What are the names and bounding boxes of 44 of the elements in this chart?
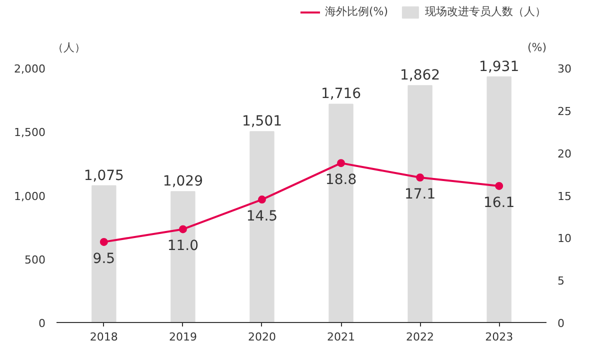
y2-axis-title: (%) — [527, 41, 547, 54]
data-label: 1,075 — [84, 168, 124, 184]
bar — [486, 76, 512, 322]
y-tick-label: 1,500 — [14, 126, 46, 140]
x-tick-label: 2018 — [90, 330, 118, 344]
data-label: 17.1 — [404, 186, 436, 202]
point — [100, 238, 108, 246]
x-tick-label: 2019 — [168, 330, 197, 344]
bar — [408, 85, 432, 322]
y-tick-label: 0 — [38, 317, 46, 330]
data-label: 16.1 — [483, 194, 515, 211]
bar — [92, 185, 116, 322]
point — [178, 225, 187, 234]
x-tick-label: 2023 — [485, 330, 514, 344]
y2-tick-label: 30 — [558, 62, 572, 76]
point — [258, 196, 266, 204]
point — [337, 159, 346, 168]
x-tick-label: 2022 — [406, 330, 434, 344]
y2-tick-label: 20 — [558, 147, 572, 160]
y-tick-label: 1,000 — [14, 190, 46, 203]
data-label: 18.8 — [325, 172, 357, 188]
y-axis-title: （人） — [52, 41, 86, 54]
y2-tick-label: 10 — [558, 232, 572, 246]
legend-label: 海外比例(%) — [324, 4, 388, 19]
data-label: 1,862 — [400, 68, 440, 84]
y2-tick-label: 5 — [558, 274, 564, 288]
point — [416, 174, 424, 182]
data-label: 1,716 — [320, 86, 362, 102]
x-tick-label: 2021 — [327, 330, 356, 344]
data-label: 9.5 — [92, 250, 116, 267]
y2-tick-label: 0 — [558, 317, 564, 330]
data-label: 1,931 — [479, 58, 520, 75]
data-label: 1,501 — [242, 114, 282, 130]
point — [495, 182, 504, 190]
data-label: 11.0 — [167, 238, 199, 254]
bar — [250, 131, 274, 322]
data-label: 1,029 — [162, 174, 204, 190]
y-tick-label: 2,000 — [14, 62, 46, 76]
y-tick-label: 500 — [24, 253, 46, 266]
x-tick-label: 2020 — [248, 330, 276, 344]
y2-tick-label: 15 — [558, 190, 572, 203]
y2-tick-label: 25 — [558, 105, 572, 118]
legend-label: 现场改进专员人数（人） — [425, 4, 546, 19]
data-label: 14.5 — [246, 208, 278, 225]
